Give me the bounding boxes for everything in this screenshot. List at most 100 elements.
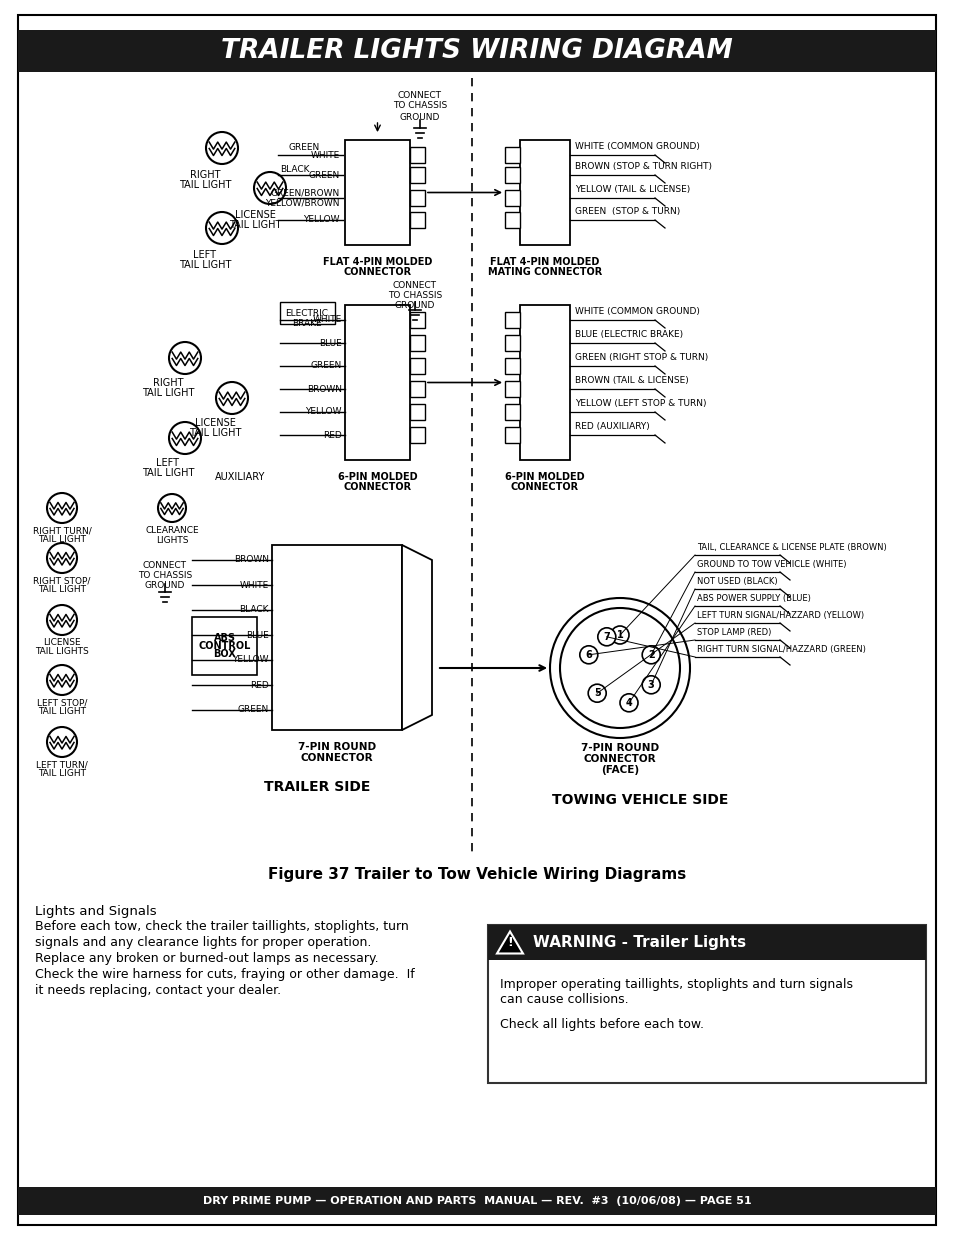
Text: ABS POWER SUPPLY (BLUE): ABS POWER SUPPLY (BLUE) <box>697 594 810 603</box>
Text: can cause collisions.: can cause collisions. <box>499 993 628 1007</box>
Bar <box>504 358 519 374</box>
Polygon shape <box>497 931 522 953</box>
Bar <box>504 167 519 183</box>
Text: MATING CONNECTOR: MATING CONNECTOR <box>487 267 601 277</box>
Text: BROWN (TAIL & LICENSE): BROWN (TAIL & LICENSE) <box>575 375 688 385</box>
Text: LEFT: LEFT <box>193 249 216 261</box>
Text: RIGHT STOP/: RIGHT STOP/ <box>33 576 91 585</box>
Circle shape <box>619 694 638 711</box>
Bar <box>504 427 519 443</box>
Text: BROWN: BROWN <box>233 556 269 564</box>
Circle shape <box>641 676 659 694</box>
Text: GREEN  (STOP & TURN): GREEN (STOP & TURN) <box>575 207 679 216</box>
Circle shape <box>641 646 659 663</box>
Text: 7-PIN ROUND: 7-PIN ROUND <box>580 743 659 753</box>
Text: BLACK: BLACK <box>280 165 310 174</box>
Text: TAIL LIGHT: TAIL LIGHT <box>38 535 86 543</box>
Text: TAIL LIGHTS: TAIL LIGHTS <box>35 647 89 656</box>
Text: Check all lights before each tow.: Check all lights before each tow. <box>499 1018 703 1031</box>
Text: TAIL LIGHT: TAIL LIGHT <box>38 585 86 594</box>
Text: CONNECTOR: CONNECTOR <box>343 267 411 277</box>
Text: STOP LAMP (RED): STOP LAMP (RED) <box>697 629 771 637</box>
Text: TAIL LIGHT: TAIL LIGHT <box>229 220 281 230</box>
Text: CONNECTOR: CONNECTOR <box>583 755 656 764</box>
Text: TO CHASSIS: TO CHASSIS <box>393 101 447 110</box>
Text: CONNECT: CONNECT <box>143 561 187 569</box>
Text: ELECTRIC: ELECTRIC <box>285 309 328 317</box>
Text: GREEN: GREEN <box>289 143 319 152</box>
Text: RIGHT: RIGHT <box>152 378 183 388</box>
Bar <box>410 312 424 329</box>
Text: GREEN: GREEN <box>311 362 341 370</box>
Circle shape <box>550 598 689 739</box>
Bar <box>410 167 424 183</box>
Bar <box>519 305 569 459</box>
Text: LICENSE: LICENSE <box>43 638 81 647</box>
Text: RED: RED <box>323 431 341 440</box>
Circle shape <box>559 608 679 727</box>
Text: RED (AUXILIARY): RED (AUXILIARY) <box>575 422 649 431</box>
Text: CLEARANCE: CLEARANCE <box>145 526 198 535</box>
Circle shape <box>588 684 605 703</box>
Text: it needs replacing, contact your dealer.: it needs replacing, contact your dealer. <box>35 984 281 997</box>
Bar <box>410 147 424 163</box>
Text: 2: 2 <box>647 650 654 659</box>
Text: TAIL LIGHT: TAIL LIGHT <box>142 468 194 478</box>
Text: TAIL LIGHT: TAIL LIGHT <box>38 706 86 716</box>
Text: LEFT: LEFT <box>156 458 179 468</box>
Text: LEFT TURN/: LEFT TURN/ <box>36 760 88 769</box>
Text: LICENSE: LICENSE <box>234 210 275 220</box>
Text: TRAILER LIGHTS WIRING DIAGRAM: TRAILER LIGHTS WIRING DIAGRAM <box>221 38 732 64</box>
Text: TAIL LIGHT: TAIL LIGHT <box>189 429 241 438</box>
Bar <box>504 382 519 396</box>
Text: 7: 7 <box>603 632 610 642</box>
Text: GREEN (RIGHT STOP & TURN): GREEN (RIGHT STOP & TURN) <box>575 353 707 362</box>
Text: Check the wire harness for cuts, fraying or other damage.  If: Check the wire harness for cuts, fraying… <box>35 968 415 981</box>
Bar <box>192 618 256 676</box>
Text: 6-PIN MOLDED: 6-PIN MOLDED <box>337 472 416 482</box>
Bar <box>504 312 519 329</box>
Text: 6: 6 <box>585 650 592 659</box>
Text: TO CHASSIS: TO CHASSIS <box>388 290 441 300</box>
Text: BOX: BOX <box>213 650 235 659</box>
Text: TAIL, CLEARANCE & LICENSE PLATE (BROWN): TAIL, CLEARANCE & LICENSE PLATE (BROWN) <box>697 543 886 552</box>
Bar <box>488 925 925 960</box>
Bar <box>504 404 519 420</box>
Text: 1: 1 <box>616 630 622 640</box>
Text: Lights and Signals: Lights and Signals <box>35 905 156 918</box>
Text: CONNECT: CONNECT <box>397 90 441 100</box>
Text: CONNECT: CONNECT <box>393 280 436 289</box>
Circle shape <box>598 627 615 646</box>
Text: Improper operating taillights, stoplights and turn signals: Improper operating taillights, stoplight… <box>499 978 852 990</box>
Text: RIGHT TURN SIGNAL/HAZZARD (GREEN): RIGHT TURN SIGNAL/HAZZARD (GREEN) <box>697 645 865 655</box>
Text: WARNING - Trailer Lights: WARNING - Trailer Lights <box>533 935 745 950</box>
Bar <box>410 404 424 420</box>
Circle shape <box>579 646 598 663</box>
Text: GROUND: GROUND <box>395 300 435 310</box>
Text: BRAKE: BRAKE <box>292 319 321 327</box>
Text: WHITE (COMMON GROUND): WHITE (COMMON GROUND) <box>575 308 700 316</box>
Bar <box>488 925 925 1083</box>
Text: YELLOW: YELLOW <box>233 656 269 664</box>
Bar <box>410 212 424 228</box>
Text: LEFT STOP/: LEFT STOP/ <box>37 698 87 706</box>
Text: signals and any clearance lights for proper operation.: signals and any clearance lights for pro… <box>35 936 371 948</box>
Text: CONNECTOR: CONNECTOR <box>511 482 578 492</box>
Text: TAIL LIGHT: TAIL LIGHT <box>178 261 231 270</box>
Text: BLUE (ELECTRIC BRAKE): BLUE (ELECTRIC BRAKE) <box>575 330 682 338</box>
Text: WHITE: WHITE <box>311 151 339 159</box>
Text: FLAT 4-PIN MOLDED: FLAT 4-PIN MOLDED <box>490 257 599 267</box>
Text: GROUND TO TOW VEHICLE (WHITE): GROUND TO TOW VEHICLE (WHITE) <box>697 559 845 569</box>
Bar <box>410 335 424 351</box>
Polygon shape <box>401 545 432 730</box>
Text: !: ! <box>507 936 513 948</box>
Text: 5: 5 <box>593 688 600 698</box>
Bar <box>410 190 424 206</box>
Bar <box>504 190 519 206</box>
Text: Replace any broken or burned-out lamps as necessary.: Replace any broken or burned-out lamps a… <box>35 952 378 965</box>
Text: TOWING VEHICLE SIDE: TOWING VEHICLE SIDE <box>551 793 727 806</box>
Text: 3: 3 <box>647 679 654 690</box>
Text: GROUND: GROUND <box>145 580 185 589</box>
Text: WHITE: WHITE <box>239 580 269 589</box>
Text: LICENSE: LICENSE <box>194 417 235 429</box>
